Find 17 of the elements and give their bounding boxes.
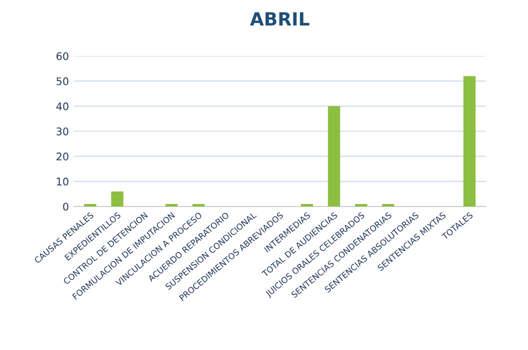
y-tick-label: 20 — [56, 152, 68, 160]
bar — [463, 76, 476, 206]
bar — [355, 204, 368, 206]
bar — [111, 191, 124, 206]
y-tick-label: 30 — [56, 127, 68, 136]
bar — [192, 204, 205, 206]
chart-title: ABRIL — [250, 12, 310, 26]
bar — [84, 204, 96, 206]
bar — [300, 204, 314, 206]
y-tick-label: 0 — [63, 202, 68, 211]
y-tick-label: 50 — [56, 77, 68, 86]
bar — [165, 204, 178, 206]
y-tick-label: 10 — [56, 178, 68, 186]
bar — [382, 204, 394, 206]
y-tick-label: 60 — [56, 52, 68, 60]
y-tick-label: 40 — [56, 102, 68, 110]
bar — [328, 106, 340, 206]
